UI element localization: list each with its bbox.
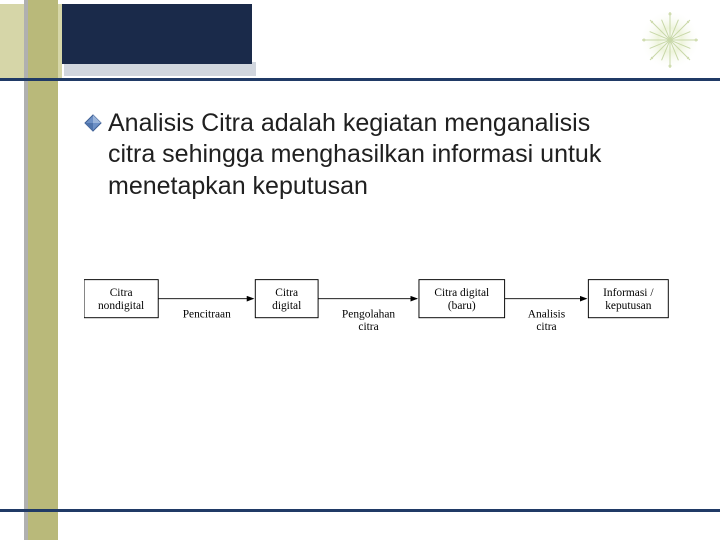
flow-edge-label: Pengolahan bbox=[342, 309, 396, 321]
bullet-item: Analisis Citra adalah kegiatan menganali… bbox=[84, 108, 644, 202]
flow-node-label: keputusan bbox=[605, 300, 652, 312]
flow-edge-label: citra bbox=[536, 321, 556, 333]
header-navy-block bbox=[62, 4, 252, 64]
flow-node-label: Citra bbox=[275, 287, 298, 299]
starburst-icon bbox=[638, 8, 702, 72]
bottom-rule bbox=[0, 509, 720, 512]
content-area: Analisis Citra adalah kegiatan menganali… bbox=[84, 108, 644, 202]
diamond-bullet-icon bbox=[84, 114, 102, 132]
flow-edge-label: Analisis bbox=[528, 309, 566, 321]
flow-node-label: digital bbox=[272, 300, 301, 312]
flow-node-label: Informasi / bbox=[603, 287, 654, 299]
flow-node-label: (baru) bbox=[448, 300, 476, 312]
top-rule bbox=[0, 78, 720, 81]
flowchart: CitranondigitalCitradigitalCitra digital… bbox=[84, 272, 674, 352]
flow-node-label: Citra bbox=[110, 287, 133, 299]
flow-edge-label: citra bbox=[358, 321, 378, 333]
header-navy-shadow bbox=[64, 62, 256, 76]
left-olive-strip bbox=[28, 0, 58, 540]
flow-node-label: nondigital bbox=[98, 300, 144, 312]
flow-edge-label: Pencitraan bbox=[183, 309, 231, 321]
bullet-text: Analisis Citra adalah kegiatan menganali… bbox=[108, 108, 644, 202]
flow-node-label: Citra digital bbox=[434, 287, 489, 299]
